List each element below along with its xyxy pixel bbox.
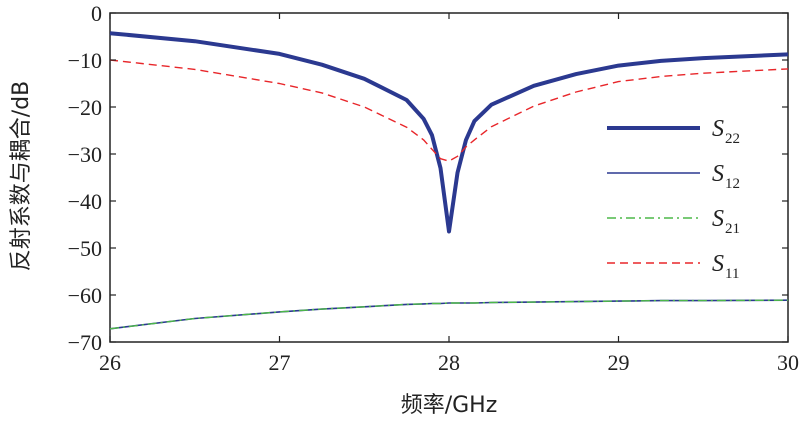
y-tick-label: −10 (68, 48, 102, 73)
legend-label-s12: S12 (712, 161, 740, 192)
x-axis-label: 频率/GHz (401, 393, 498, 418)
x-tick-label: 30 (777, 350, 799, 375)
legend-label-s11: S11 (712, 251, 739, 282)
x-tick-label: 27 (269, 350, 291, 375)
series-line-s11 (109, 59, 789, 162)
x-tick-label: 28 (438, 350, 460, 375)
y-tick-label: −40 (68, 189, 102, 214)
y-tick-label: 0 (91, 1, 102, 26)
legend-label-s21: S21 (712, 206, 740, 237)
series-line-s22 (109, 31, 789, 234)
y-tick-label: −30 (68, 142, 102, 167)
y-tick-label: −60 (68, 283, 102, 308)
x-tick-label: 26 (99, 350, 121, 375)
y-tick-label: −20 (68, 95, 102, 120)
plot-frame (109, 12, 789, 343)
series-line-s12 (109, 299, 789, 330)
legend-label-s22: S22 (712, 116, 740, 147)
x-tick-label: 29 (608, 350, 630, 375)
y-axis-label: 反射系数与耦合/dB (9, 81, 34, 271)
y-tick-label: −70 (68, 330, 102, 355)
series-line-s21 (109, 299, 789, 330)
y-tick-label: −50 (68, 236, 102, 261)
